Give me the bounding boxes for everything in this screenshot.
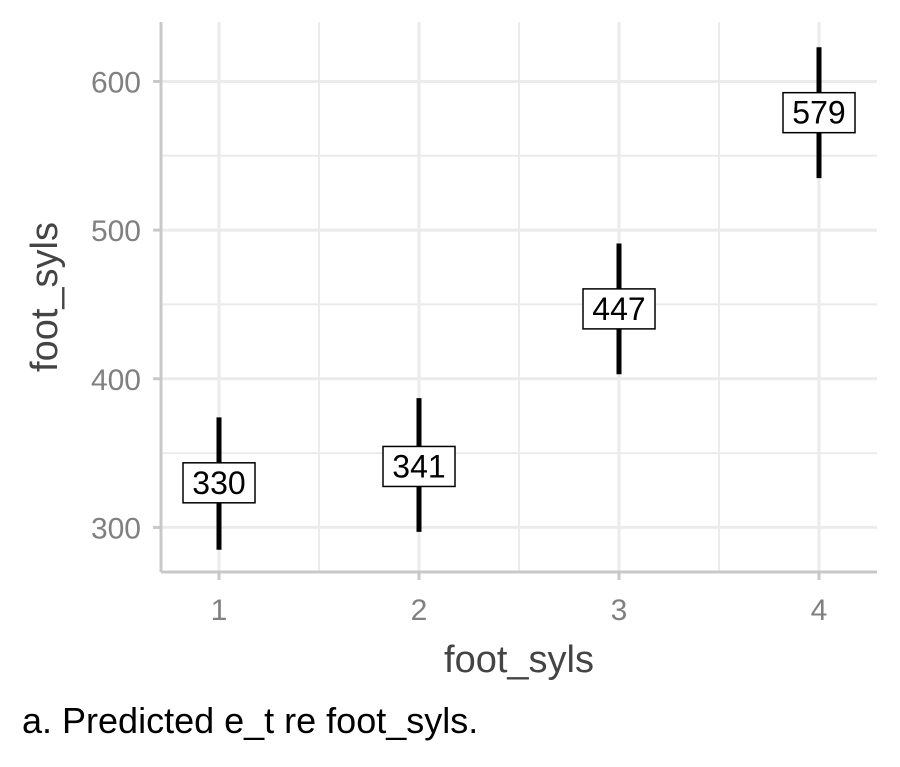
x-tick-label: 2 [411,594,428,627]
x-tick-label: 4 [811,594,828,627]
data-label-box [182,462,256,504]
minor-gridlines [161,22,877,572]
x-axis-title: foot_syls [444,639,594,681]
data-label-box [582,288,656,330]
x-tick-labels: 1 2 3 4 [211,594,828,627]
y-tick-label: 300 [91,512,141,545]
data-label: 330 [192,465,245,501]
figure-caption: a. Predicted e_t re foot_syls. [22,700,479,741]
data-label: 341 [392,448,445,484]
data-label: 447 [592,291,645,327]
y-tick-labels: 300 400 500 600 [91,66,141,545]
y-tick-label: 400 [91,364,141,397]
data-label: 579 [792,95,845,131]
data-label-box [382,445,456,488]
data-labels: 330 341 447 579 [182,91,856,504]
y-tick-label: 500 [91,215,141,248]
y-axis-title: foot_syls [24,222,66,372]
data-label-box [782,91,856,134]
x-tick-label: 1 [211,594,228,627]
x-tick-label: 3 [611,594,628,627]
chart-area: 300 400 500 600 1 2 3 4 330 341 447 579 foot_syls… [24,22,877,681]
axes [153,22,877,580]
y-tick-label: 600 [91,66,141,99]
